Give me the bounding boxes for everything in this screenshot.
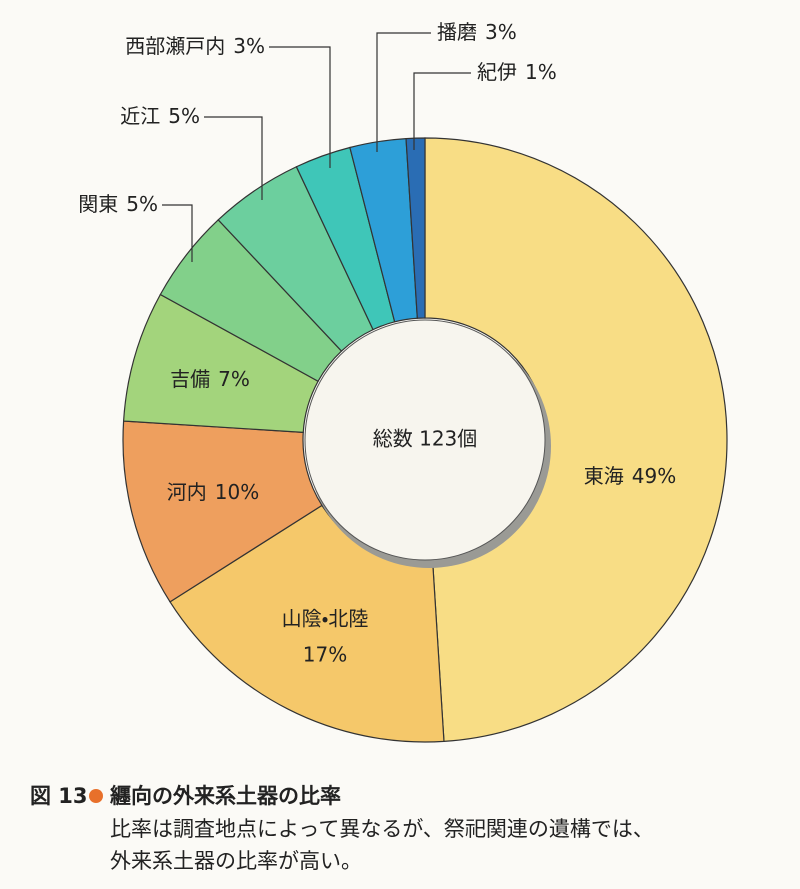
leader-line <box>269 46 331 168</box>
slice <box>405 137 426 319</box>
leader-line <box>413 72 471 150</box>
value-label: 1% <box>525 60 557 84</box>
slice-label: 関東 5% <box>78 192 158 216</box>
slice-label: 近江 5% <box>120 104 200 128</box>
value-label: 49% <box>632 464 676 488</box>
bullet <box>89 789 103 803</box>
figure-number: 図 13 <box>30 784 88 808</box>
category-label: 吉備 <box>170 367 210 391</box>
category-label: 東海 <box>584 464 624 488</box>
value-label: 7% <box>218 367 250 391</box>
slice-label: 紀伊 1% <box>477 60 557 84</box>
slice-label: 西部瀬戸内 3% <box>125 34 265 58</box>
value-label: 10% <box>215 480 259 504</box>
category-label: 山陰・北陸 <box>282 607 369 631</box>
slice-label: 吉備 7% <box>170 367 250 391</box>
category-label: 西部瀬戸内 <box>125 34 225 58</box>
category-label: 播磨 <box>437 20 477 44</box>
slice-label: 河内 10% <box>167 480 259 504</box>
slice-label: 播磨 3% <box>437 20 517 44</box>
category-label: 関東 <box>78 192 118 216</box>
value-label: 17% <box>303 643 347 667</box>
slice <box>122 420 323 603</box>
leader-line <box>162 204 193 262</box>
caption-line: 外来系土器の比率が高い。 <box>110 849 362 873</box>
category-label: 近江 <box>120 104 160 128</box>
value-label: 5% <box>168 104 200 128</box>
category-label: 紀伊 <box>477 60 517 84</box>
caption-line: 比率は調査地点によって異なるが、祭祀関連の遺構では、 <box>110 817 654 841</box>
slice-label: 東海 49% <box>584 464 676 488</box>
center <box>304 319 546 561</box>
category-label: 河内 <box>167 480 207 504</box>
value-label: 3% <box>233 34 265 58</box>
value-label: 3% <box>485 20 517 44</box>
center-label: 総数 123個 <box>373 427 478 451</box>
leader-line <box>204 116 263 200</box>
caption-title: 纒向の外来系土器の比率 <box>110 784 341 808</box>
value-label: 5% <box>126 192 158 216</box>
leader-line <box>376 32 431 152</box>
